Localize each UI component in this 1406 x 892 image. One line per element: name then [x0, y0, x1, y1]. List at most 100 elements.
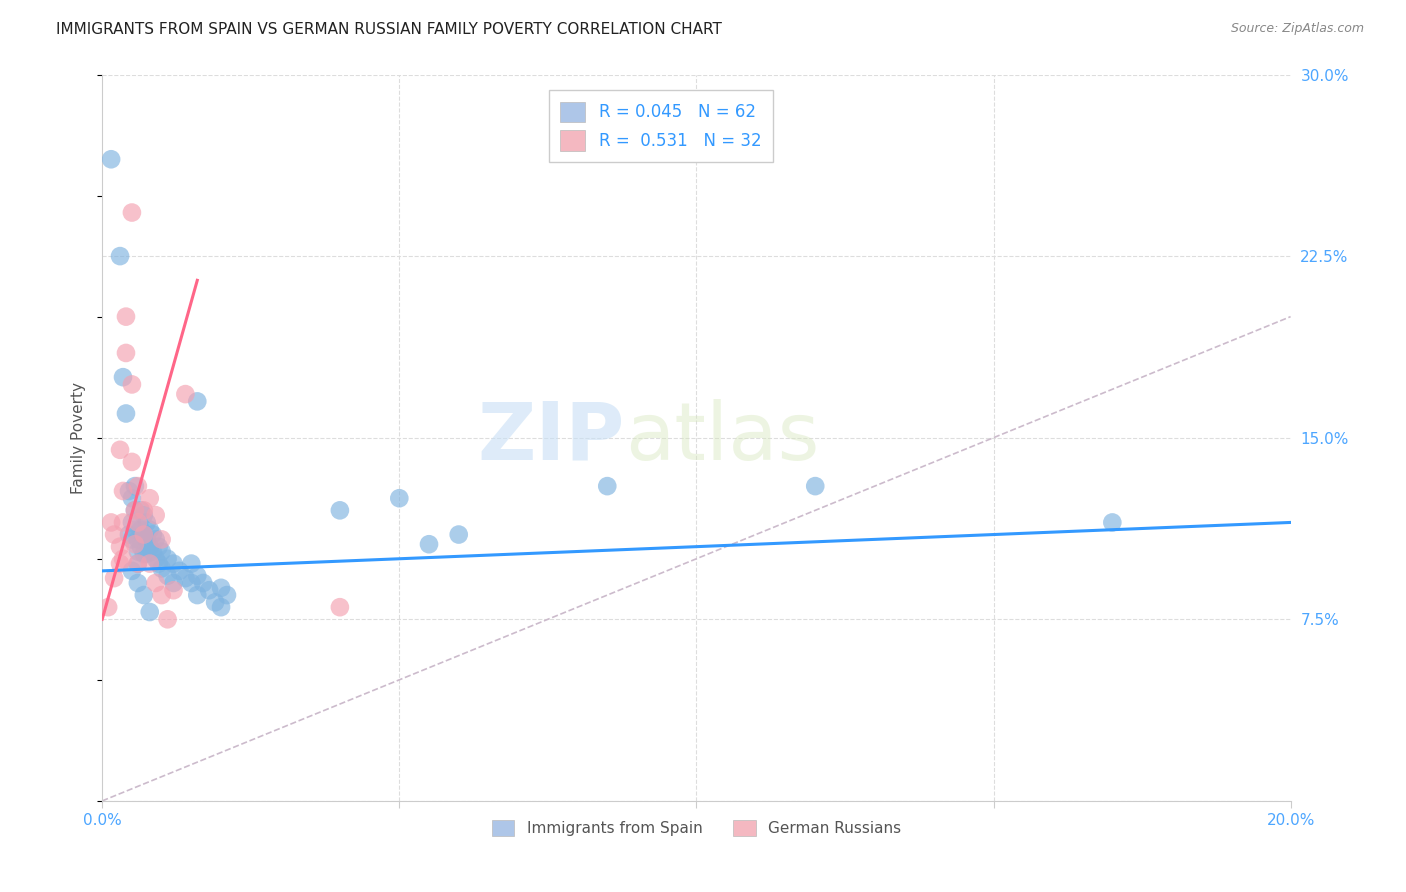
- Point: [209, 600, 232, 615]
- Point: [388, 491, 411, 506]
- Point: [127, 516, 149, 530]
- Point: [127, 557, 149, 571]
- Point: [129, 503, 152, 517]
- Point: [108, 249, 131, 263]
- Point: [121, 205, 143, 219]
- Point: [162, 576, 184, 591]
- Point: [115, 346, 138, 360]
- Point: [447, 527, 470, 541]
- Point: [150, 588, 173, 602]
- Point: [174, 571, 197, 585]
- Point: [150, 561, 173, 575]
- Point: [186, 568, 208, 582]
- Point: [142, 544, 165, 558]
- Point: [145, 533, 167, 547]
- Point: [145, 551, 167, 566]
- Point: [124, 537, 146, 551]
- Point: [129, 540, 152, 554]
- Point: [198, 583, 221, 598]
- Point: [121, 516, 143, 530]
- Point: [186, 394, 208, 409]
- Point: [127, 479, 149, 493]
- Point: [121, 533, 143, 547]
- Point: [111, 516, 134, 530]
- Point: [148, 557, 170, 571]
- Point: [135, 547, 157, 561]
- Point: [103, 527, 125, 541]
- Point: [162, 583, 184, 598]
- Point: [100, 153, 122, 167]
- Point: [132, 527, 155, 541]
- Point: [129, 523, 152, 537]
- Point: [180, 576, 202, 591]
- Point: [115, 310, 138, 324]
- Point: [1101, 516, 1123, 530]
- Point: [139, 523, 162, 537]
- Point: [139, 605, 162, 619]
- Point: [132, 508, 155, 523]
- Point: [150, 533, 173, 547]
- Point: [804, 479, 827, 493]
- Point: [156, 551, 179, 566]
- Text: IMMIGRANTS FROM SPAIN VS GERMAN RUSSIAN FAMILY POVERTY CORRELATION CHART: IMMIGRANTS FROM SPAIN VS GERMAN RUSSIAN …: [56, 22, 723, 37]
- Y-axis label: Family Poverty: Family Poverty: [72, 382, 86, 493]
- Point: [127, 533, 149, 547]
- Point: [108, 540, 131, 554]
- Point: [132, 527, 155, 541]
- Point: [124, 479, 146, 493]
- Point: [169, 564, 191, 578]
- Point: [142, 527, 165, 541]
- Point: [124, 503, 146, 517]
- Point: [596, 479, 619, 493]
- Point: [156, 568, 179, 582]
- Point: [103, 571, 125, 585]
- Point: [127, 576, 149, 591]
- Point: [124, 503, 146, 517]
- Point: [150, 544, 173, 558]
- Point: [215, 588, 238, 602]
- Point: [121, 564, 143, 578]
- Point: [139, 540, 162, 554]
- Point: [186, 588, 208, 602]
- Point: [124, 523, 146, 537]
- Point: [121, 455, 143, 469]
- Point: [139, 557, 162, 571]
- Point: [111, 483, 134, 498]
- Point: [148, 540, 170, 554]
- Point: [132, 503, 155, 517]
- Point: [100, 516, 122, 530]
- Point: [97, 600, 120, 615]
- Point: [162, 557, 184, 571]
- Point: [127, 557, 149, 571]
- Point: [329, 600, 352, 615]
- Text: atlas: atlas: [626, 399, 820, 476]
- Point: [145, 508, 167, 523]
- Point: [132, 547, 155, 561]
- Point: [156, 612, 179, 626]
- Point: [111, 370, 134, 384]
- Point: [118, 483, 141, 498]
- Point: [132, 588, 155, 602]
- Point: [118, 527, 141, 541]
- Point: [145, 576, 167, 591]
- Point: [204, 595, 226, 609]
- Point: [329, 503, 352, 517]
- Point: [115, 407, 138, 421]
- Point: [135, 516, 157, 530]
- Point: [111, 551, 134, 566]
- Point: [108, 442, 131, 457]
- Point: [180, 557, 202, 571]
- Legend: Immigrants from Spain, German Russians: Immigrants from Spain, German Russians: [484, 813, 908, 844]
- Point: [108, 557, 131, 571]
- Point: [127, 544, 149, 558]
- Text: Source: ZipAtlas.com: Source: ZipAtlas.com: [1230, 22, 1364, 36]
- Point: [174, 387, 197, 401]
- Point: [209, 581, 232, 595]
- Text: ZIP: ZIP: [478, 399, 626, 476]
- Point: [135, 533, 157, 547]
- Point: [139, 491, 162, 506]
- Point: [418, 537, 440, 551]
- Point: [121, 377, 143, 392]
- Point: [121, 491, 143, 506]
- Point: [193, 576, 215, 591]
